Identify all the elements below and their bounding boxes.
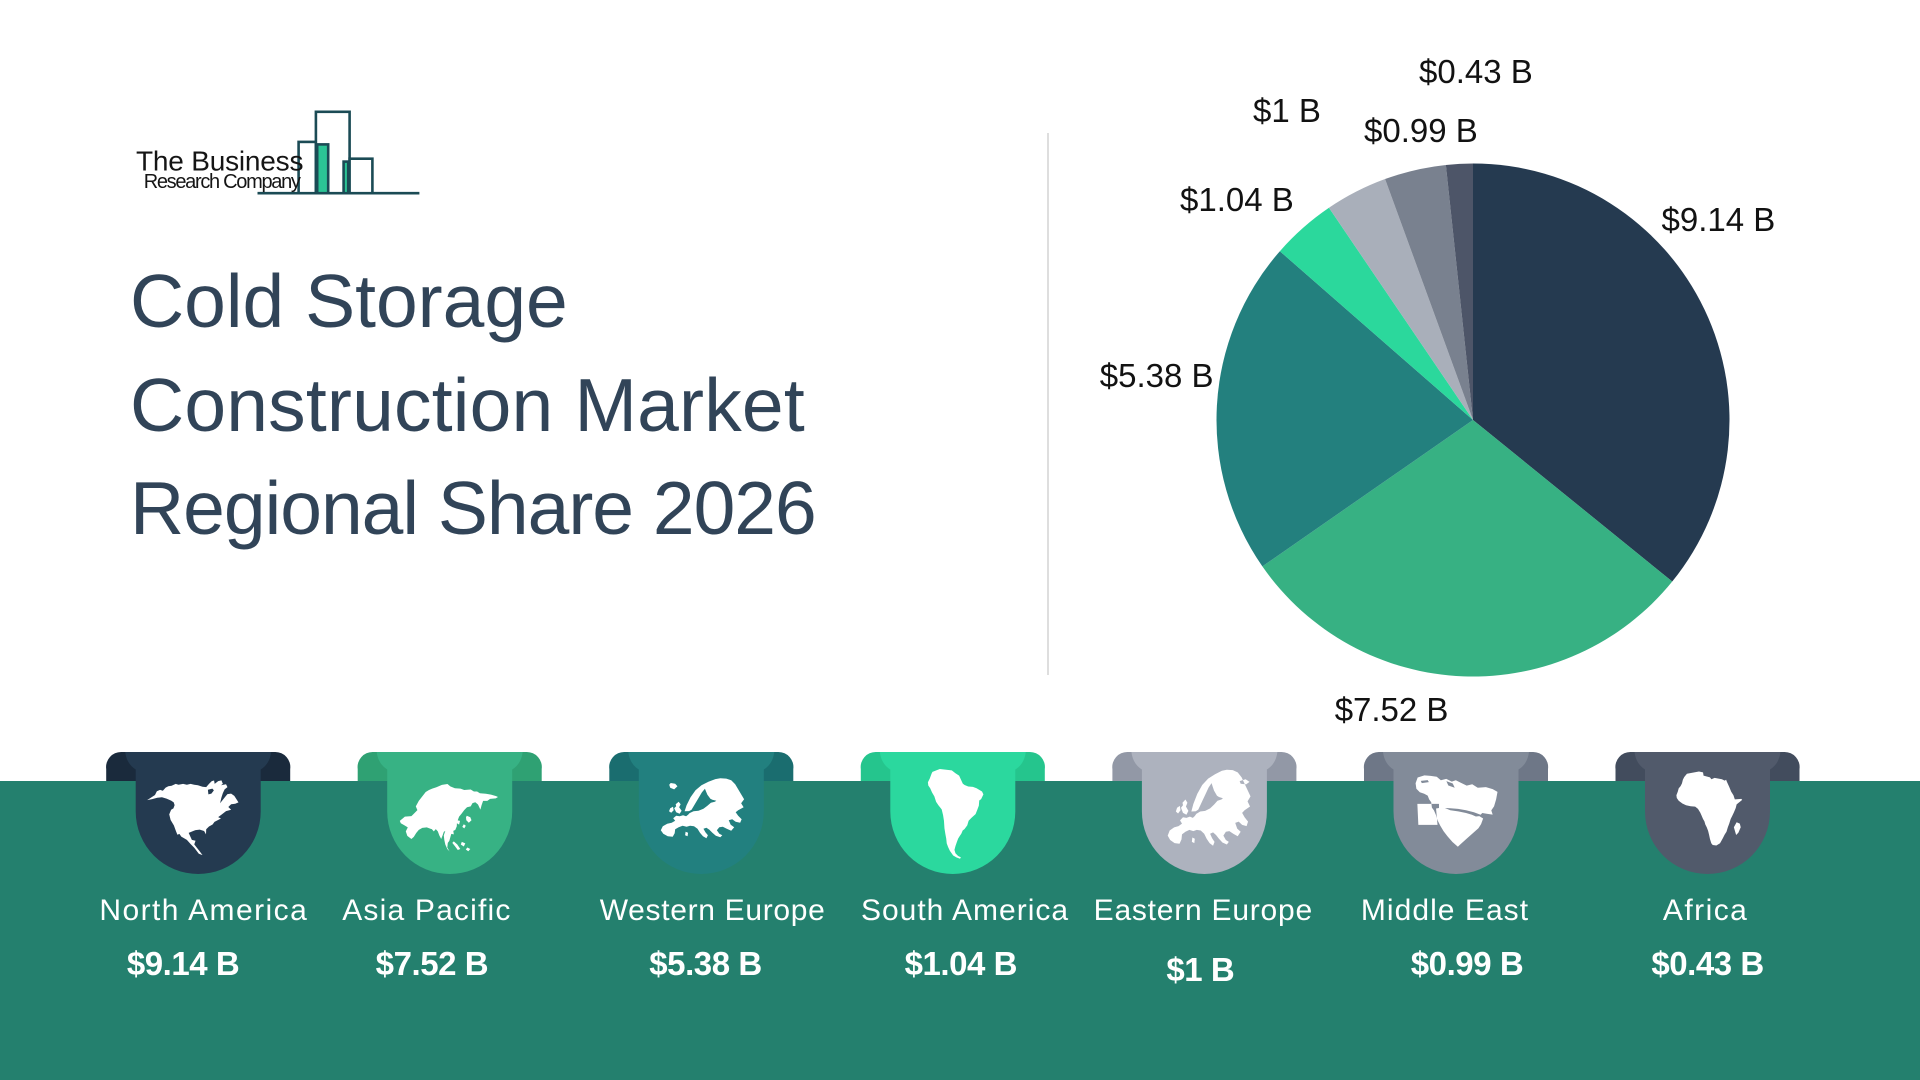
svg-text:The Business: The Business [136,145,303,176]
svg-text:Research Company: Research Company [144,171,301,193]
